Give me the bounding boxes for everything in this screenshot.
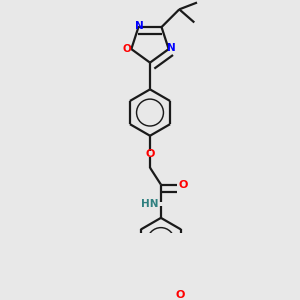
Text: O: O: [123, 44, 132, 53]
Text: N: N: [167, 43, 176, 53]
Text: HN: HN: [141, 199, 159, 209]
Text: O: O: [176, 290, 185, 300]
Text: O: O: [145, 149, 155, 159]
Text: N: N: [135, 21, 144, 31]
Text: O: O: [178, 180, 188, 190]
